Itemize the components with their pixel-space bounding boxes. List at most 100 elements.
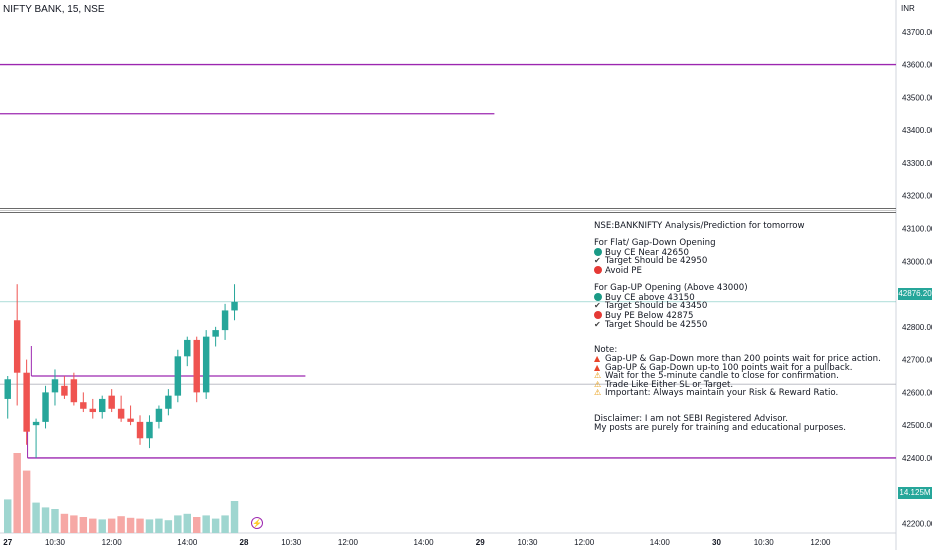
note-line: ⚠ Important: Always maintain your Risk & … [594, 389, 894, 398]
candle-body[interactable] [117, 408, 125, 419]
candle-body[interactable] [193, 339, 200, 393]
volume-bar [51, 509, 59, 533]
y-tick-label: 42800.00 [902, 323, 932, 332]
candle-body[interactable] [89, 408, 96, 413]
x-tick-label: 12:00 [102, 538, 123, 547]
x-tick-label: 10:30 [517, 538, 538, 547]
note-text: Avoid PE [605, 265, 642, 276]
y-tick-label: 43000.00 [902, 257, 932, 266]
check-icon: ✔ [594, 319, 601, 329]
volume-bar [174, 515, 182, 533]
note-line: Buy CE above 43150 [594, 292, 894, 303]
note-line: My posts are purely for training and edu… [594, 422, 894, 433]
y-tick-label: 43300.00 [902, 159, 932, 168]
note-text: Target Should be 42550 [605, 319, 708, 330]
check-icon: ✔ [594, 256, 601, 266]
note-line: Note: [594, 346, 894, 355]
note-line: ✔ Target Should be 42950 [594, 257, 894, 266]
volume-bar [211, 518, 220, 533]
fire-icon: ▲ [594, 353, 601, 363]
note-text: Buy CE Near 42650 [605, 247, 689, 258]
candle-body[interactable] [32, 421, 40, 426]
volume-bar [79, 517, 88, 533]
red-circle-icon [594, 265, 602, 274]
candle-body[interactable] [42, 392, 49, 422]
volume-bar [202, 515, 210, 533]
candle-body[interactable] [212, 330, 219, 337]
volume-bar [117, 516, 125, 533]
volume-bar [60, 513, 69, 533]
candle-body[interactable] [221, 310, 229, 331]
note-line: ⚠ Trade Like Either SL or Target. [594, 379, 894, 390]
candle-body[interactable] [4, 379, 11, 399]
volume-bar [136, 518, 144, 533]
candle-body[interactable] [51, 379, 59, 393]
warning-icon: ⚠ [594, 379, 602, 389]
x-tick-label: 12:00 [574, 538, 595, 547]
green-circle-icon [594, 292, 602, 301]
candle-body[interactable] [136, 421, 144, 439]
volume-bar [70, 515, 78, 533]
volume-bar [107, 518, 116, 533]
x-tick-label: 10:30 [45, 538, 66, 547]
lightning-icon[interactable]: ⚡ [251, 517, 263, 529]
candle-body[interactable] [165, 395, 172, 409]
note-text: Trade Like Either SL or Target. [605, 379, 734, 390]
y-tick-label: 42400.00 [902, 454, 932, 463]
candle-body[interactable] [61, 385, 68, 396]
note-text: NSE:BANKNIFTY Analysis/Prediction for to… [594, 221, 805, 231]
volume-bar [183, 513, 191, 533]
x-tick-label: 12:00 [810, 538, 831, 547]
x-tick-label: 14:00 [650, 538, 671, 547]
y-tick-label: 43200.00 [902, 192, 932, 201]
candle-body[interactable] [146, 421, 153, 439]
x-tick-label: 10:30 [281, 538, 302, 547]
y-tick-label: 43100.00 [902, 224, 932, 233]
last-price-badge: 42876.20 [898, 288, 932, 300]
note-text: Important: Always maintain your Risk & R… [605, 388, 839, 399]
candle-body[interactable] [231, 301, 238, 311]
volume-bar [22, 470, 31, 533]
note-text: For Flat/ Gap-Down Opening [594, 238, 716, 249]
volume-bar [193, 517, 201, 533]
volume-bar [32, 502, 40, 533]
candle-body[interactable] [202, 336, 210, 393]
candle-body[interactable] [23, 372, 30, 432]
x-tick-label: 28 [240, 538, 249, 547]
volume-badge: 14.125M [898, 487, 932, 499]
volume-bar [4, 499, 12, 533]
note-line: ✔ Target Should be 42550 [594, 319, 894, 330]
note-line: Disclaimer: I am not SEBI Registered Adv… [594, 415, 894, 424]
volume-bar [164, 520, 173, 533]
note-text: Target Should be 43450 [605, 301, 708, 312]
volume-bar [89, 518, 97, 533]
candle-body[interactable] [13, 320, 21, 373]
volume-bar [155, 518, 163, 533]
x-tick-label: 14:00 [414, 538, 435, 547]
candle-body[interactable] [108, 395, 115, 409]
note-text: My posts are purely for training and edu… [594, 422, 846, 433]
analysis-note: NSE:BANKNIFTY Analysis/Prediction for to… [594, 222, 894, 432]
candle-body[interactable] [184, 339, 191, 357]
green-circle-icon [594, 247, 602, 256]
candle-body[interactable] [70, 379, 78, 403]
note-line: ▲ Gap-UP & Gap-Down more than 200 points … [594, 353, 894, 364]
note-text: Disclaimer: I am not SEBI Registered Adv… [594, 414, 788, 425]
symbol-title[interactable]: NIFTY BANK, 15, NSE [3, 4, 105, 15]
candle-body[interactable] [80, 402, 87, 409]
note-line: Buy CE Near 42650 [594, 247, 894, 258]
candle-body[interactable] [99, 398, 106, 413]
candle-body[interactable] [155, 408, 163, 422]
note-text: Buy CE above 43150 [605, 292, 695, 303]
candle-body[interactable] [127, 418, 134, 422]
note-text: Target Should be 42950 [605, 256, 708, 267]
note-line: Avoid PE [594, 265, 894, 276]
red-circle-icon [594, 310, 602, 319]
y-tick-label: 43500.00 [902, 93, 932, 102]
note-line: For Flat/ Gap-Down Opening [594, 239, 894, 248]
candle-body[interactable] [174, 356, 182, 396]
y-tick-label: 43700.00 [902, 28, 932, 37]
x-tick-label: 10:30 [754, 538, 775, 547]
y-tick-label: 42600.00 [902, 388, 932, 397]
